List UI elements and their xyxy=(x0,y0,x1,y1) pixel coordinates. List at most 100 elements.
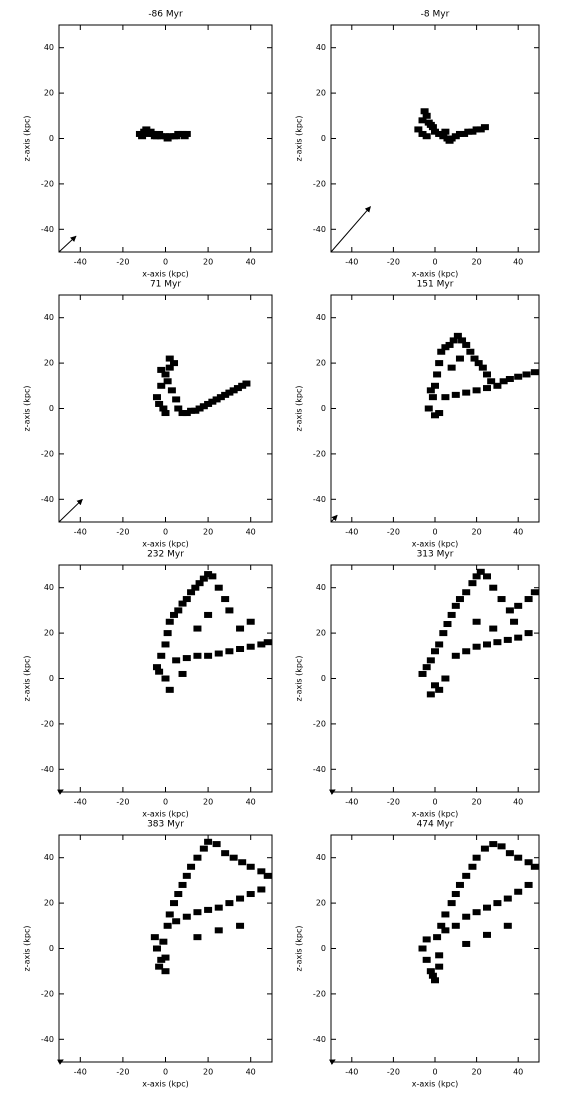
x-tick-label: 0 xyxy=(163,528,168,537)
y-tick-label: 40 xyxy=(316,313,326,322)
particle-cloud xyxy=(462,913,471,920)
x-tick-label: -40 xyxy=(345,258,358,267)
particle-cloud xyxy=(483,371,491,378)
particle-cloud xyxy=(165,911,174,918)
y-tick-label: 0 xyxy=(49,674,54,683)
particle-cloud xyxy=(503,895,512,902)
particle-cloud xyxy=(191,407,200,414)
plot-frame xyxy=(330,834,540,1063)
y-tick-label: -40 xyxy=(313,1035,326,1044)
particle-cloud xyxy=(505,607,514,614)
particle-cloud xyxy=(214,927,223,934)
particle-cloud xyxy=(437,348,446,355)
particle-cloud xyxy=(451,922,460,929)
y-tick-label: 40 xyxy=(44,853,54,862)
x-tick-label: 0 xyxy=(432,798,437,807)
particle-cloud xyxy=(493,900,502,907)
particle-cloud xyxy=(505,375,514,382)
particle-cloud xyxy=(472,573,481,580)
particle-cloud xyxy=(458,337,467,344)
x-tick-label: -20 xyxy=(116,258,129,267)
particle-cloud xyxy=(420,108,429,115)
particle-cloud xyxy=(172,133,181,140)
particle-cloud xyxy=(142,126,151,133)
particle-cloud xyxy=(431,128,439,135)
particle-cloud xyxy=(225,607,234,614)
particle-cloud xyxy=(178,881,187,888)
y-tick-label: -20 xyxy=(41,449,54,458)
particle-cloud xyxy=(422,936,431,943)
particle-cloud xyxy=(441,394,450,401)
particle-cloud xyxy=(246,863,255,870)
y-tick-label: -40 xyxy=(313,495,326,504)
particle-cloud xyxy=(208,398,217,405)
particle-cloud xyxy=(524,881,533,888)
y-tick-label: -20 xyxy=(41,179,54,188)
particle-cloud xyxy=(221,391,230,398)
particle-cloud xyxy=(159,938,168,945)
particle-cloud xyxy=(439,630,448,637)
particle-cloud xyxy=(214,904,223,911)
particle-cloud xyxy=(441,675,450,682)
particle-cloud xyxy=(152,945,161,952)
particle-cloud xyxy=(187,863,196,870)
particle-cloud xyxy=(472,387,481,394)
y-tick-label: 0 xyxy=(321,404,326,413)
particle-cloud xyxy=(233,385,242,392)
particle-cloud xyxy=(236,645,245,652)
particle-cloud xyxy=(462,872,471,879)
particle-cloud xyxy=(489,841,498,848)
particle-cloud xyxy=(195,405,204,412)
panel-title: 313 Myr xyxy=(417,550,454,560)
particle-cloud xyxy=(514,602,523,609)
particle-cloud xyxy=(225,900,234,907)
particle-cloud xyxy=(435,410,444,417)
y-tick-label: 0 xyxy=(49,134,54,143)
x-tick-label: -40 xyxy=(345,1068,358,1077)
particle-cloud xyxy=(165,355,174,362)
velocity-arrow xyxy=(58,235,77,253)
particle-cloud xyxy=(246,643,255,650)
y-tick-label: 20 xyxy=(44,629,54,638)
particle-cloud xyxy=(246,891,255,898)
x-axis-label: x-axis (kpc) xyxy=(412,540,459,549)
x-tick-label: 20 xyxy=(203,798,213,807)
particle-cloud xyxy=(433,371,442,378)
particle-cloud xyxy=(199,575,208,582)
particle-cloud xyxy=(214,650,223,657)
particle-cloud xyxy=(443,621,452,628)
particle-cloud xyxy=(462,341,471,348)
particle-cloud xyxy=(172,918,181,925)
particle-cloud xyxy=(165,686,174,693)
y-tick-label: -40 xyxy=(313,765,326,774)
particle-cloud xyxy=(422,112,431,119)
particle-cloud xyxy=(439,133,448,140)
particle-cloud xyxy=(431,648,439,655)
particle-cloud xyxy=(483,931,491,938)
particle-cloud xyxy=(422,664,431,671)
x-tick-label: 20 xyxy=(472,528,482,537)
particle-cloud xyxy=(159,405,168,412)
x-axis-label: x-axis (kpc) xyxy=(142,540,189,549)
particle-cloud xyxy=(447,900,456,907)
panel-title: -86 Myr xyxy=(148,10,183,20)
particle-cloud xyxy=(182,872,191,879)
particle-cloud xyxy=(462,389,471,396)
particle-cloud xyxy=(182,596,191,603)
x-tick-label: 40 xyxy=(246,528,256,537)
particle-cloud xyxy=(193,934,202,941)
particle-cloud xyxy=(422,956,431,963)
particle-cloud xyxy=(150,133,159,140)
y-axis-label: z-axis (kpc) xyxy=(23,925,32,971)
particle-cloud xyxy=(447,364,456,371)
x-tick-label: 0 xyxy=(432,1068,437,1077)
particle-cloud xyxy=(418,130,427,137)
y-tick-label: 0 xyxy=(49,944,54,953)
panel-title: 383 Myr xyxy=(147,820,184,830)
particle-cloud xyxy=(510,618,519,625)
x-tick-label: 20 xyxy=(203,528,213,537)
particle-cloud xyxy=(163,630,172,637)
velocity-arrow xyxy=(57,789,64,795)
x-tick-label: -20 xyxy=(116,528,129,537)
panel-title: 474 Myr xyxy=(417,820,454,830)
